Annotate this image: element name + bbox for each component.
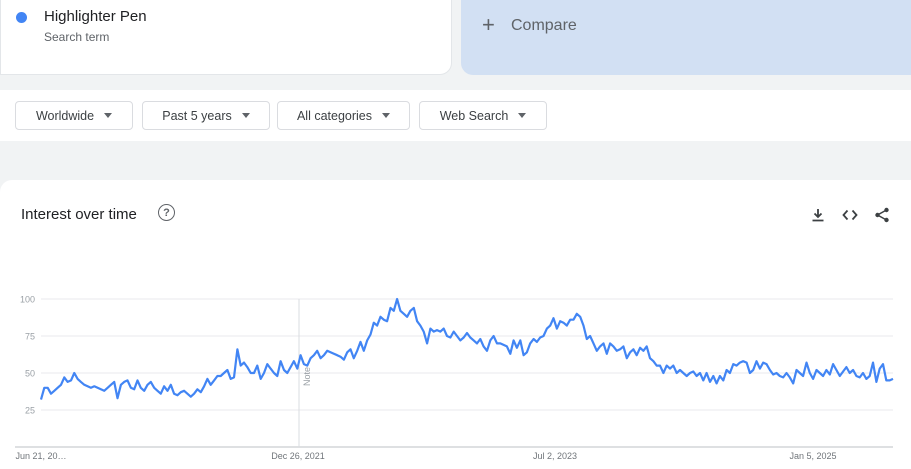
series-line[interactable] [39,297,894,400]
y-tick-label: 100 [20,295,35,305]
download-icon[interactable] [809,206,827,224]
caret-down-icon [382,113,391,118]
help-icon[interactable]: ? [158,204,175,221]
embed-code-icon[interactable] [841,206,859,224]
chart-title: Interest over time [21,206,137,223]
search-term-type: Search term [44,30,110,44]
compare-label: Compare [511,17,577,34]
interest-over-time-card: Interest over time ? 25 50 75 100 Jun 21, 20… [0,180,911,469]
search-type-filter-dropdown[interactable]: Web Search [419,101,547,130]
filter-bar: Worldwide Past 5 years All categories We… [0,90,911,141]
category-filter-label: All categories [296,108,373,123]
category-filter-dropdown[interactable]: All categories [277,101,410,130]
share-icon[interactable] [873,206,891,224]
y-tick-label: 75 [25,332,35,342]
x-tick-label: Jan 5, 2025 [789,451,836,461]
y-tick-label: 50 [25,369,35,379]
region-filter-dropdown[interactable]: Worldwide [15,101,133,130]
search-type-filter-label: Web Search [439,108,509,123]
x-tick-label: Jul 2, 2023 [533,451,577,461]
time-range-filter-label: Past 5 years [162,108,232,123]
search-term-card[interactable]: Highlighter Pen Search term [0,0,452,75]
region-filter-label: Worldwide [35,108,95,123]
note-annotation[interactable]: Note [302,367,312,386]
term-color-dot [16,12,27,23]
x-tick-label: Dec 26, 2021 [271,451,325,461]
time-range-filter-dropdown[interactable]: Past 5 years [142,101,270,130]
caret-down-icon [518,113,527,118]
plus-icon: + [482,12,495,37]
caret-down-icon [241,113,250,118]
caret-down-icon [104,113,113,118]
compare-button[interactable]: + Compare [461,0,911,75]
x-tick-label: Jun 21, 20… [15,451,66,461]
interest-line-chart: 25 50 75 100 Jun 21, 20… Dec 26, 2021 Jul 2, 2… [15,295,894,461]
search-term-name[interactable]: Highlighter Pen [44,8,147,25]
y-tick-label: 25 [25,406,35,416]
